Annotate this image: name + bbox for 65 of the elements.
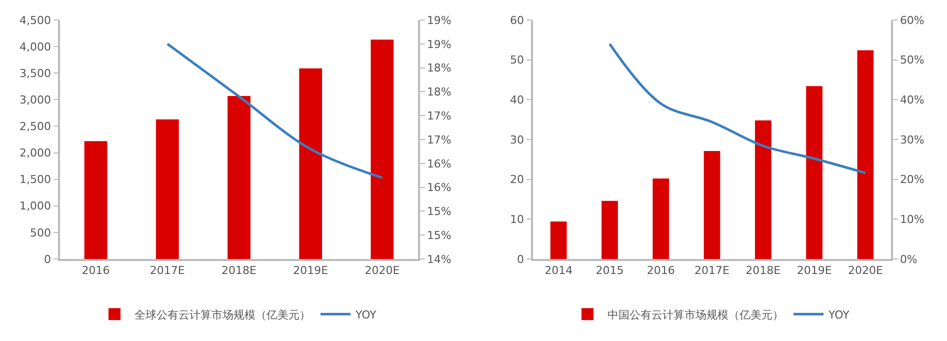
line-series: [166, 42, 384, 179]
y2-tick-label: 18%: [426, 62, 452, 75]
x-tick-label: 2019E: [796, 264, 832, 277]
x-tick-label: 2020E: [364, 264, 400, 277]
y-tick-label: 3,000: [20, 94, 52, 107]
x-tick-label: 2018E: [222, 264, 257, 277]
y-tick-label: 1,000: [20, 200, 52, 213]
y2-tick-label: 0%: [900, 252, 918, 266]
bar: [550, 222, 567, 259]
bar: [228, 96, 250, 259]
y-tick-label: 500: [30, 226, 52, 240]
bar: [652, 178, 670, 259]
y2-tick-label: 17%: [426, 133, 452, 146]
bar: [370, 40, 394, 259]
y-tick-label: 1,500: [20, 173, 52, 186]
x-tick-label: 2016: [82, 264, 110, 277]
y-tick-label: 4,000: [20, 40, 52, 54]
y2-tick-label: 19%: [426, 38, 452, 51]
legend-label: 全球公有云计算市场规模（亿美元）: [134, 308, 310, 322]
y2-tick-label: 19%: [426, 14, 452, 27]
bar: [156, 119, 179, 259]
y2-tick-label: 16%: [426, 181, 452, 194]
y2-tick-label: 40%: [900, 94, 924, 107]
legend-label: YOY: [354, 308, 377, 322]
y-tick-label: 0: [517, 252, 524, 266]
bar: [602, 200, 618, 259]
x-tick-label: 2017E: [694, 264, 730, 277]
y2-tick-label: 30%: [900, 133, 924, 146]
y2-tick-label: 17%: [426, 109, 452, 122]
x-tick-label: 2017E: [150, 264, 185, 277]
y-tick-label: 10: [510, 213, 524, 226]
bar: [806, 86, 822, 259]
y-tick-label: 20: [510, 173, 524, 186]
bar: [857, 50, 874, 259]
y-tick-label: 4,500: [20, 14, 52, 27]
y-tick-label: 2,500: [20, 120, 52, 134]
y-tick-label: 60: [510, 14, 524, 27]
y2-tick-label: 60%: [900, 14, 924, 27]
x-tick-label: 2018E: [746, 264, 781, 277]
x-tick-label: 2015: [596, 264, 624, 277]
x-tick-label: 2020E: [848, 264, 883, 277]
y2-tick-label: 18%: [426, 86, 452, 99]
bar: [754, 120, 772, 259]
y2-tick-label: 10%: [900, 213, 924, 226]
y2-tick-label: 16%: [426, 157, 452, 170]
line-series: [608, 42, 867, 174]
legend-label: YOY: [828, 308, 850, 322]
y2-tick-label: 14%: [426, 252, 452, 266]
y-tick-label: 0: [44, 252, 52, 266]
y-tick-label: 2,000: [20, 146, 52, 160]
y-tick-label: 3,500: [20, 66, 52, 80]
y2-tick-label: 15%: [426, 228, 452, 242]
y-tick-label: 30: [510, 133, 524, 146]
y-tick-label: 40: [510, 94, 524, 107]
legend-label: 中国公有云计算市场规模（亿美元）: [608, 308, 784, 322]
bar: [299, 68, 322, 259]
bar: [704, 151, 720, 259]
x-tick-label: 2016: [646, 264, 675, 277]
y-tick-label: 50: [510, 54, 524, 67]
bar: [84, 141, 108, 259]
x-tick-label: 2019E: [293, 264, 328, 277]
y2-tick-label: 20%: [900, 173, 924, 186]
y2-tick-label: 50%: [900, 54, 924, 67]
x-tick-label: 2014: [544, 264, 573, 277]
y2-tick-label: 15%: [426, 205, 452, 218]
